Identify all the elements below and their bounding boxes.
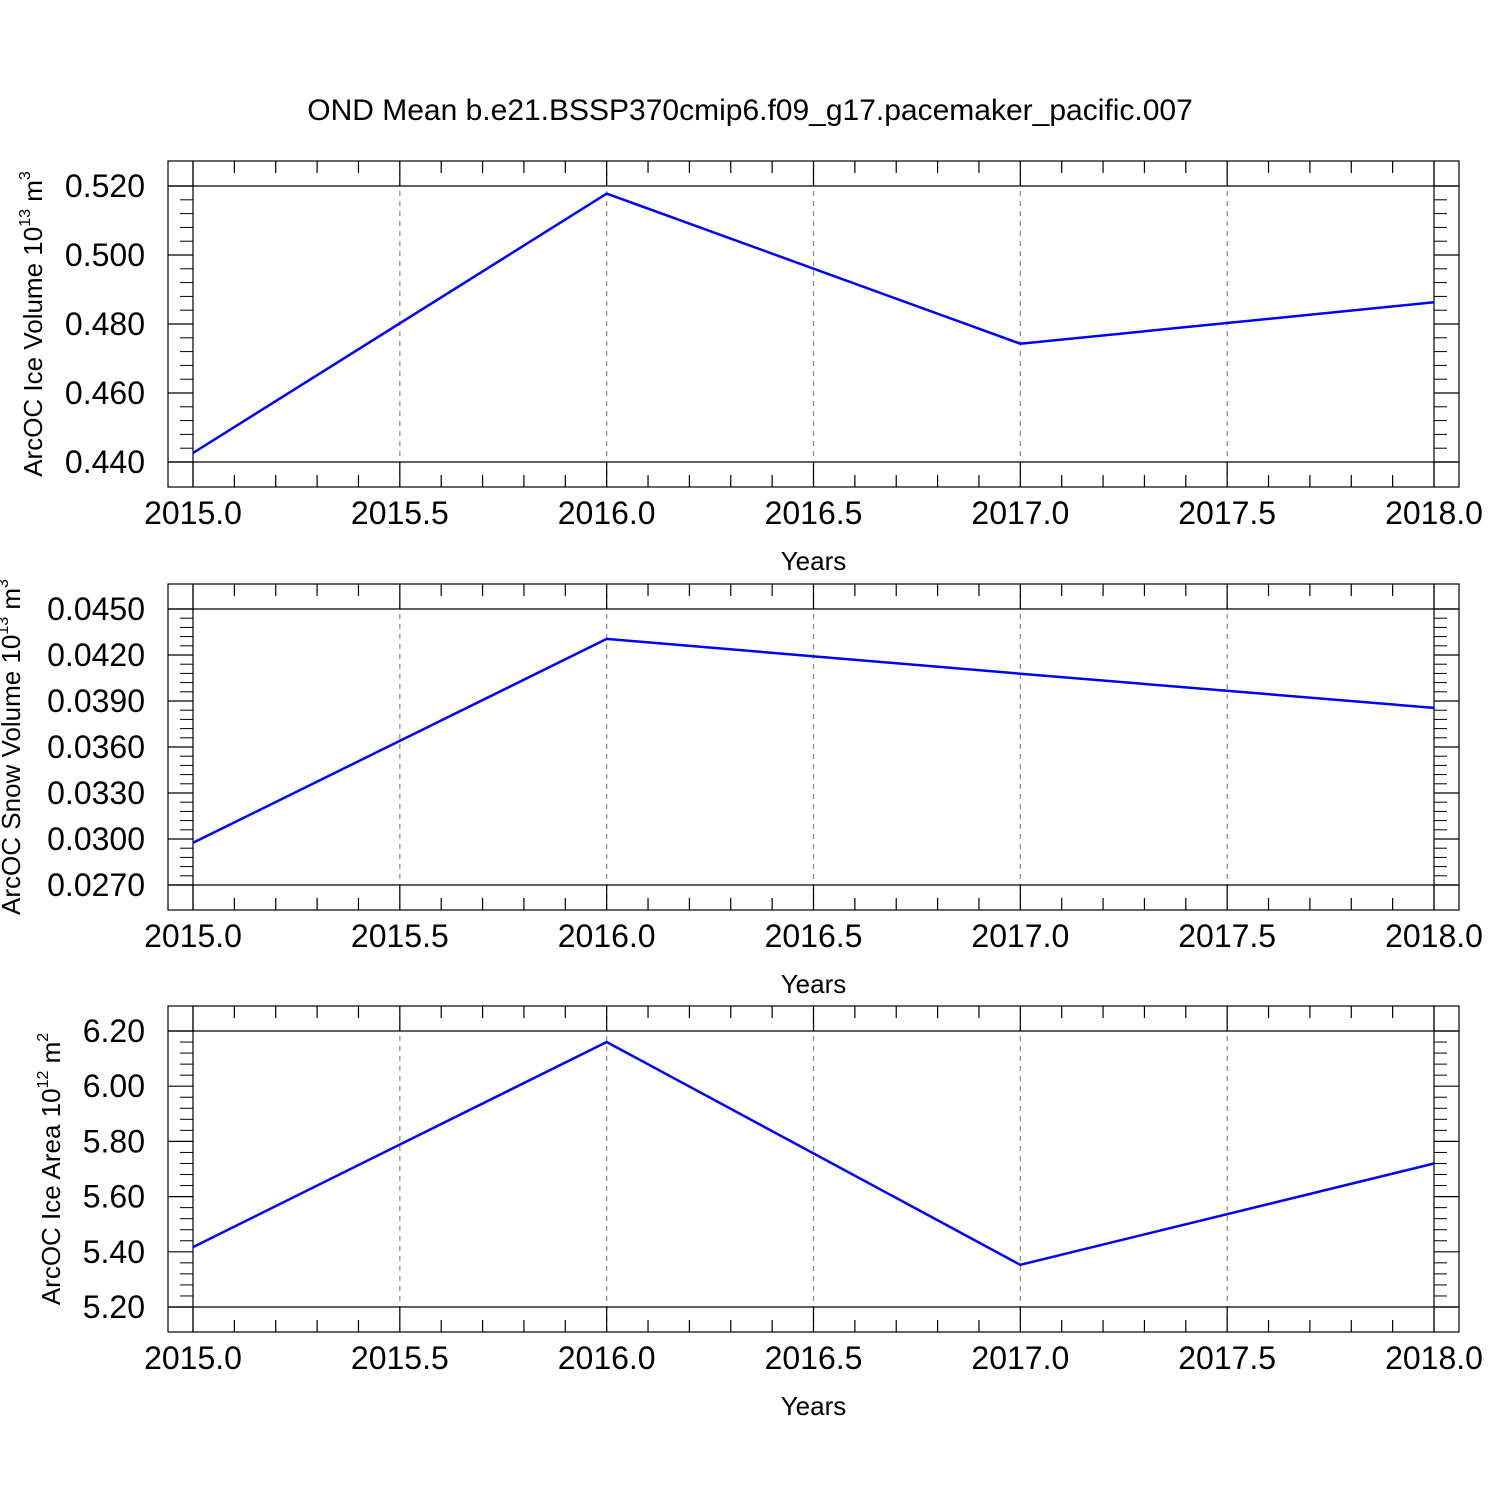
x-tick-label: 2016.0 — [558, 1340, 656, 1376]
panel-3: 5.20 5.40 5.60 5.80 6.00 6.20 2015.0 2015.5 2016… — [35, 1005, 1483, 1421]
x-tick-label: 2016.5 — [765, 1340, 863, 1376]
x-tick-label: 2015.0 — [144, 1340, 242, 1376]
x-axis-label: Years — [781, 546, 847, 576]
y-tick-label: 6.20 — [83, 1013, 145, 1049]
y-tick-label: 6.00 — [83, 1068, 145, 1104]
x-tick-label: 2016.5 — [765, 918, 863, 954]
y-tick-label: 0.0390 — [47, 683, 145, 719]
x-tick-label: 2015.5 — [351, 495, 449, 531]
y-tick-label: 5.40 — [83, 1234, 145, 1270]
x-tick-label: 2015.0 — [144, 495, 242, 531]
x-tick-label: 2018.0 — [1385, 495, 1483, 531]
series-line-1 — [192, 192, 1435, 455]
x-tick-label: 2018.0 — [1385, 918, 1483, 954]
series-line-1 — [192, 1040, 1435, 1267]
x-tick-label: 2016.0 — [558, 495, 656, 531]
y-tick-label: 0.460 — [65, 375, 145, 411]
y-tick-label: 0.0360 — [47, 729, 145, 765]
y-tick-label: 5.80 — [83, 1123, 145, 1159]
y-tick-label: 5.20 — [83, 1289, 145, 1325]
x-tick-label: 2017.0 — [971, 495, 1069, 531]
y-axis-label: ArcOC Ice Area 1012 m2 — [35, 1033, 66, 1305]
x-tick-label: 2015.5 — [351, 1340, 449, 1376]
y-tick-label: 0.500 — [65, 237, 145, 273]
x-tick-label: 2016.5 — [765, 495, 863, 531]
x-tick-label: 2017.5 — [1178, 918, 1276, 954]
x-tick-label: 2017.5 — [1178, 495, 1276, 531]
x-axis-label: Years — [781, 1391, 847, 1421]
y-tick-label: 0.0300 — [47, 821, 145, 857]
y-tick-label: 0.0270 — [47, 867, 145, 903]
x-tick-label: 2018.0 — [1385, 1340, 1483, 1376]
x-tick-label: 2015.5 — [351, 918, 449, 954]
y-axis-label: ArcOC Ice Volume 1013 m3 — [17, 171, 48, 477]
y-tick-label: 0.440 — [65, 444, 145, 480]
x-tick-label: 2017.0 — [971, 1340, 1069, 1376]
x-tick-label: 2016.0 — [558, 918, 656, 954]
series-line-1 — [192, 637, 1435, 844]
x-tick-label: 2015.0 — [144, 918, 242, 954]
x-axis-label: Years — [781, 969, 847, 999]
x-tick-label: 2017.5 — [1178, 1340, 1276, 1376]
x-tick-label: 2017.0 — [971, 918, 1069, 954]
y-tick-label: 0.0420 — [47, 637, 145, 673]
y-tick-label: 0.0450 — [47, 591, 145, 627]
y-tick-label: 0.0330 — [47, 775, 145, 811]
panel-2: 0.0270 0.0300 0.0330 0.0360 0.0390 0.0420 0.04… — [0, 579, 1483, 999]
panel-1: 0.440 0.460 0.480 0.500 0.520 2015.0 2015.5 201… — [17, 160, 1483, 576]
y-tick-label: 0.480 — [65, 306, 145, 342]
y-tick-label: 0.520 — [65, 168, 145, 204]
y-axis-label: ArcOC Snow Volume 1013 m3 — [0, 579, 26, 915]
y-tick-label: 5.60 — [83, 1179, 145, 1215]
figure-title: OND Mean b.e21.BSSP370cmip6.f09_g17.pace… — [307, 94, 1193, 127]
